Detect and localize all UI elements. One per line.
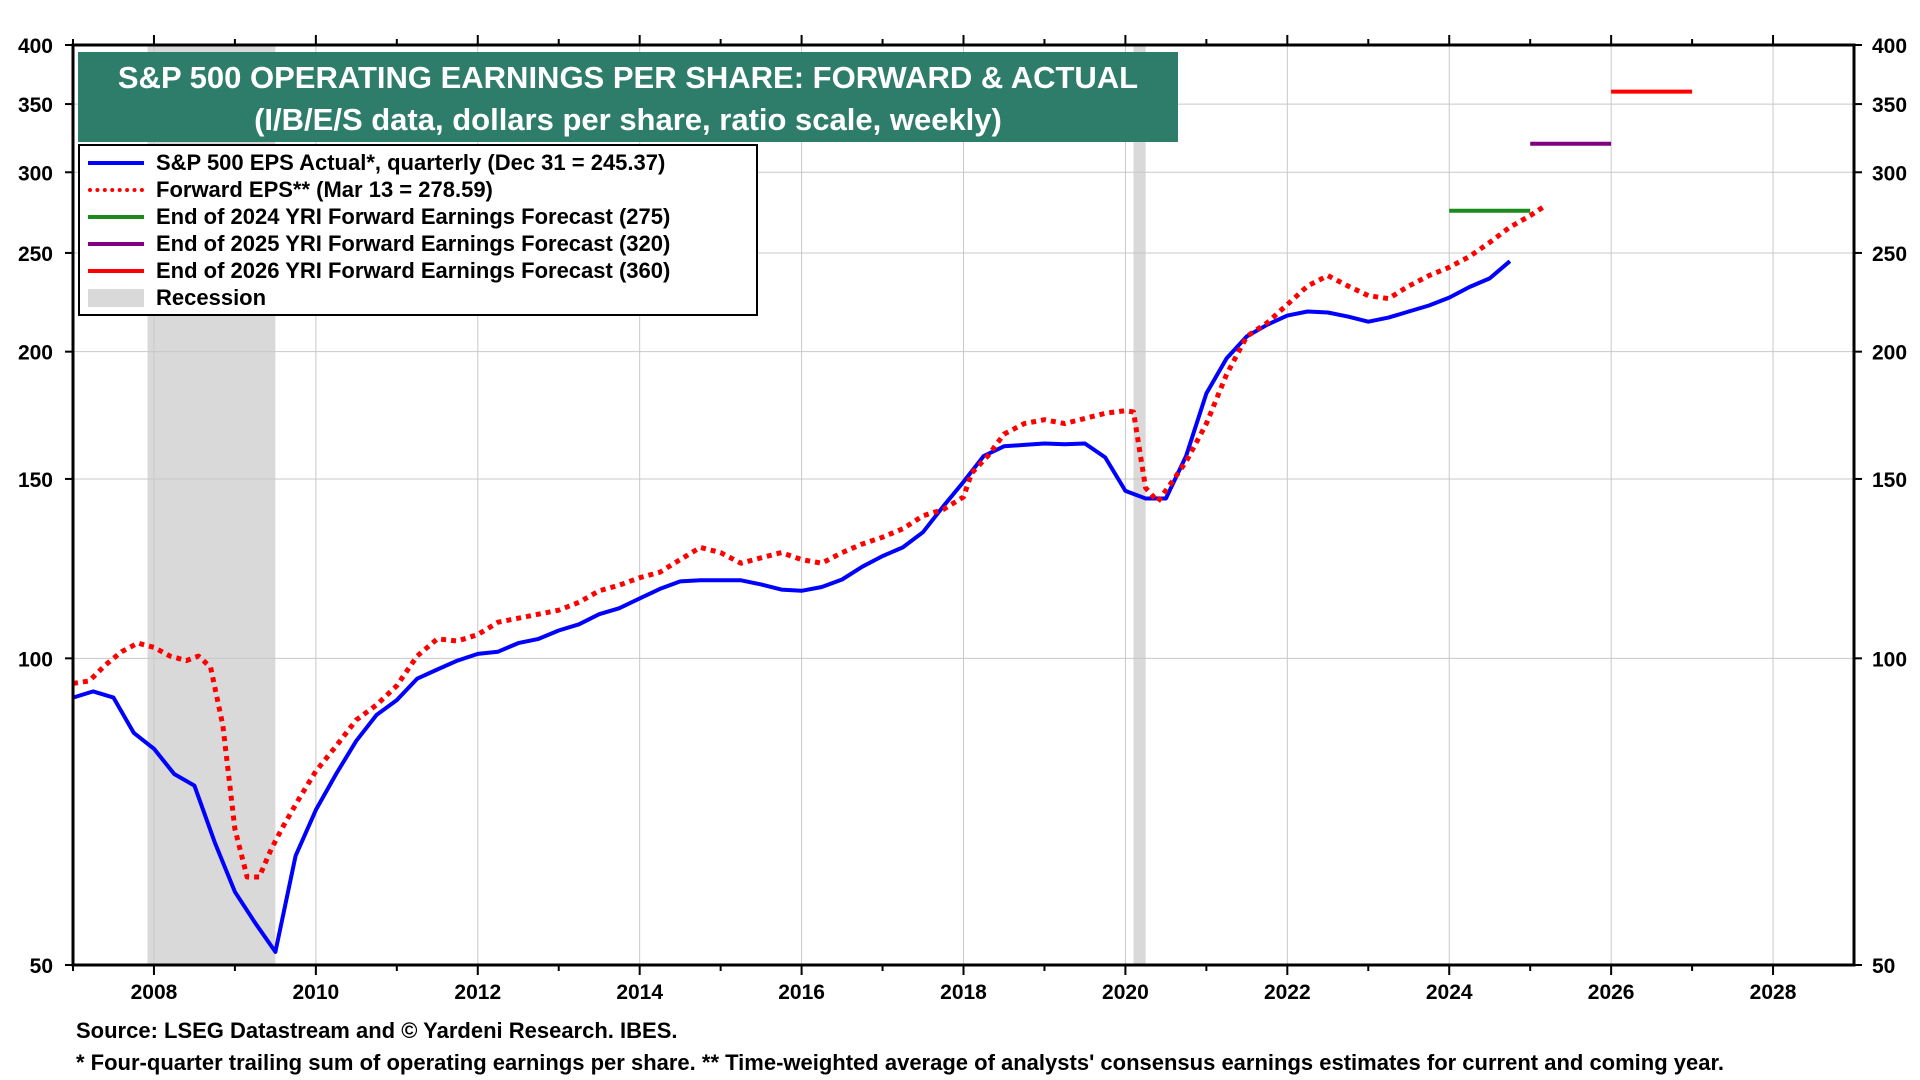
legend-label: Recession bbox=[156, 284, 267, 310]
y-tick-label-left: 200 bbox=[18, 342, 53, 365]
x-tick-label: 2010 bbox=[293, 981, 340, 1004]
y-tick-label-right: 250 bbox=[1872, 243, 1907, 266]
y-tick-label-left: 350 bbox=[18, 94, 53, 117]
x-tick-label: 2028 bbox=[1750, 981, 1797, 1004]
y-tick-label-left: 50 bbox=[30, 955, 53, 978]
legend-swatch bbox=[88, 187, 144, 192]
y-tick-label-left: 300 bbox=[18, 162, 53, 185]
y-tick-label-right: 100 bbox=[1872, 648, 1907, 671]
x-tick-label: 2012 bbox=[454, 981, 501, 1004]
legend: S&P 500 EPS Actual*, quarterly (Dec 31 =… bbox=[78, 144, 758, 316]
series-line-1 bbox=[72, 259, 1512, 954]
x-tick-label: 2008 bbox=[131, 981, 178, 1004]
recession-band-2 bbox=[1133, 45, 1146, 965]
footer-source: Source: LSEG Datastream and © Yardeni Re… bbox=[76, 1018, 678, 1043]
legend-item: End of 2026 YRI Forward Earnings Forecas… bbox=[88, 257, 756, 284]
y-tick-label-right: 400 bbox=[1872, 35, 1907, 58]
legend-swatch bbox=[88, 160, 144, 165]
legend-item: S&P 500 EPS Actual*, quarterly (Dec 31 =… bbox=[88, 149, 756, 176]
y-tick-label-left: 250 bbox=[18, 243, 53, 266]
x-tick-label: 2020 bbox=[1102, 981, 1149, 1004]
legend-swatch bbox=[88, 241, 144, 246]
legend-label: End of 2024 YRI Forward Earnings Forecas… bbox=[156, 203, 671, 229]
y-tick-label-right: 200 bbox=[1872, 342, 1907, 365]
chart-subtitle: (I/B/E/S data, dollars per share, ratio … bbox=[254, 102, 1002, 137]
legend-label: End of 2026 YRI Forward Earnings Forecas… bbox=[156, 257, 671, 283]
legend-item: Recession bbox=[88, 284, 756, 311]
x-tick-label: 2022 bbox=[1264, 981, 1311, 1004]
footer-notes: * Four-quarter trailing sum of operating… bbox=[76, 1050, 1724, 1075]
axes: 50 50 100 100 150 150 200 200 250 250 300 300 350 350… bbox=[18, 35, 1907, 1004]
legend-label: End of 2025 YRI Forward Earnings Forecas… bbox=[156, 230, 671, 256]
x-tick-label: 2014 bbox=[616, 981, 663, 1004]
legend-swatch bbox=[88, 268, 144, 273]
legend-item: End of 2025 YRI Forward Earnings Forecas… bbox=[88, 230, 756, 257]
y-tick-label-right: 350 bbox=[1872, 94, 1907, 117]
y-tick-label-right: 50 bbox=[1872, 955, 1895, 978]
legend-label: Forward EPS** (Mar 13 = 278.59) bbox=[156, 176, 493, 202]
chart-title: S&P 500 OPERATING EARNINGS PER SHARE: FO… bbox=[117, 60, 1139, 95]
legend-swatch bbox=[88, 288, 144, 307]
y-tick-label-right: 150 bbox=[1872, 469, 1907, 492]
x-tick-label: 2026 bbox=[1588, 981, 1635, 1004]
y-tick-label-right: 300 bbox=[1872, 162, 1907, 185]
legend-label: S&P 500 EPS Actual*, quarterly (Dec 31 =… bbox=[156, 149, 666, 175]
series-line-2 bbox=[72, 202, 1548, 880]
x-tick-label: 2024 bbox=[1426, 981, 1473, 1004]
legend-item: End of 2024 YRI Forward Earnings Forecas… bbox=[88, 203, 756, 230]
chart-title-box: S&P 500 OPERATING EARNINGS PER SHARE: FO… bbox=[78, 52, 1178, 142]
legend-item: Forward EPS** (Mar 13 = 278.59) bbox=[88, 176, 756, 203]
y-tick-label-left: 400 bbox=[18, 35, 53, 58]
series-lines bbox=[72, 89, 1693, 954]
x-tick-label: 2018 bbox=[940, 981, 987, 1004]
y-tick-label-left: 150 bbox=[18, 469, 53, 492]
legend-swatch bbox=[88, 214, 144, 219]
y-tick-label-left: 100 bbox=[18, 648, 53, 671]
x-tick-label: 2016 bbox=[778, 981, 825, 1004]
